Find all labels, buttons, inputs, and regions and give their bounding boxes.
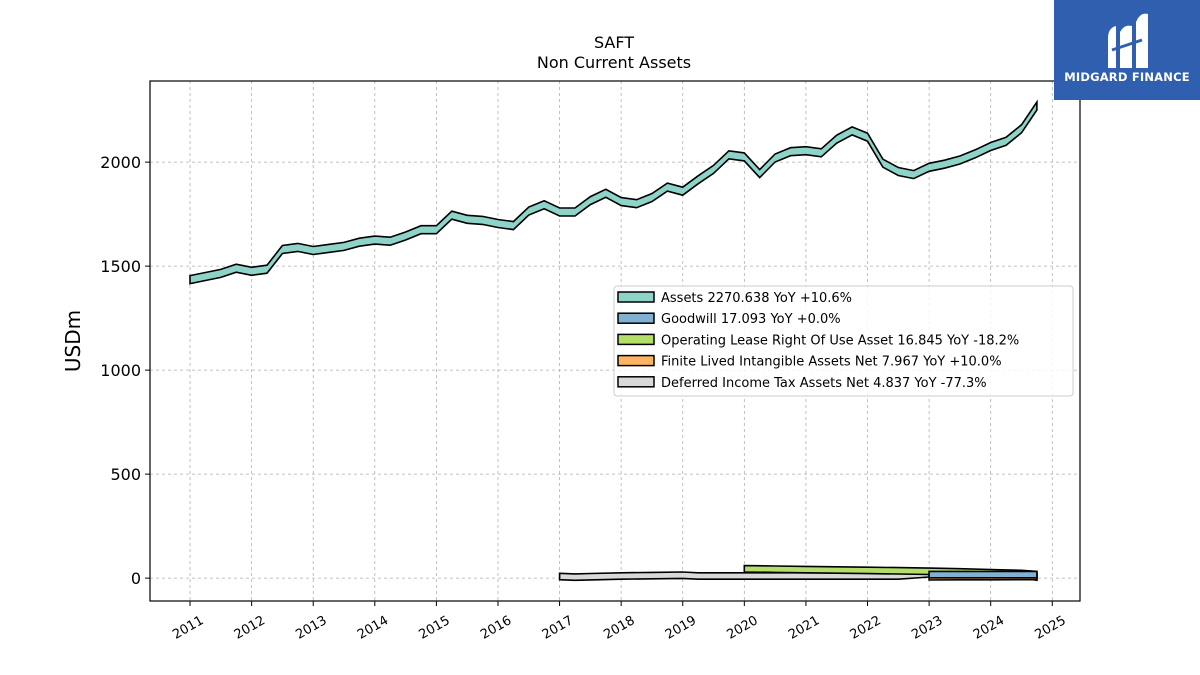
- series-line-0: [189, 99, 1038, 285]
- x-tick-label: 2025: [1032, 613, 1068, 643]
- x-tick-label: 2019: [663, 613, 699, 643]
- legend-label: Goodwill 17.093 YoY +0.0%: [661, 312, 841, 327]
- x-tick-label: 2013: [293, 613, 329, 643]
- x-axis: 2011 2012 2013 2014 2015 2016 2017 2018 2019 2020…: [170, 601, 1069, 643]
- x-tick-label: 2020: [725, 613, 761, 643]
- y-axis-label: USDm: [61, 310, 85, 372]
- series-line-1: [928, 570, 1038, 579]
- legend-label: Finite Lived Intangible Assets Net 7.967…: [661, 355, 1002, 370]
- y-axis: 0 500 1000 1500 2000: [100, 153, 150, 588]
- y-tick-label: 1000: [100, 361, 141, 380]
- legend-swatch: [617, 376, 655, 388]
- legend-label: Assets 2270.638 YoY +10.6%: [661, 291, 852, 306]
- legend-swatch: [617, 354, 655, 367]
- x-tick-label: 2017: [540, 613, 576, 643]
- x-tick-label: 2023: [909, 613, 945, 643]
- series-layer: [189, 99, 1038, 582]
- legend-swatch: [617, 333, 655, 346]
- x-tick-label: 2018: [601, 613, 637, 643]
- x-tick-label: 2016: [478, 613, 514, 643]
- legend-label: Operating Lease Right Of Use Asset 16.84…: [661, 333, 1019, 348]
- x-tick-label: 2015: [417, 613, 453, 643]
- legend-box: [613, 285, 1074, 397]
- plot-frame: [149, 80, 1081, 602]
- chart-subtitle: Non Current Assets: [537, 53, 691, 72]
- x-tick-label: 2021: [786, 613, 822, 643]
- legend-label: Deferred Income Tax Assets Net 4.837 YoY…: [661, 376, 987, 391]
- brand-logo: MIDGARD FINANCE: [1054, 0, 1200, 100]
- y-tick-label: 500: [110, 465, 141, 484]
- y-tick-label: 0: [131, 569, 141, 588]
- x-tick-label: 2014: [355, 613, 391, 643]
- legend-swatch: [617, 312, 655, 324]
- legend-swatch: [617, 291, 655, 303]
- y-tick-label: 2000: [100, 153, 141, 172]
- x-tick-label: 2024: [971, 613, 1007, 643]
- legend: Assets 2270.638 YoY +10.6% Goodwill 17.09…: [613, 285, 1074, 397]
- x-tick-label: 2022: [848, 613, 884, 643]
- chart-title: SAFT: [594, 33, 634, 52]
- y-tick-label: 1500: [100, 257, 141, 276]
- brand-text: MIDGARD FINANCE: [1064, 70, 1190, 84]
- logo-icon: [1108, 13, 1148, 69]
- x-tick-label: 2012: [232, 613, 268, 643]
- x-tick-label: 2011: [170, 613, 206, 643]
